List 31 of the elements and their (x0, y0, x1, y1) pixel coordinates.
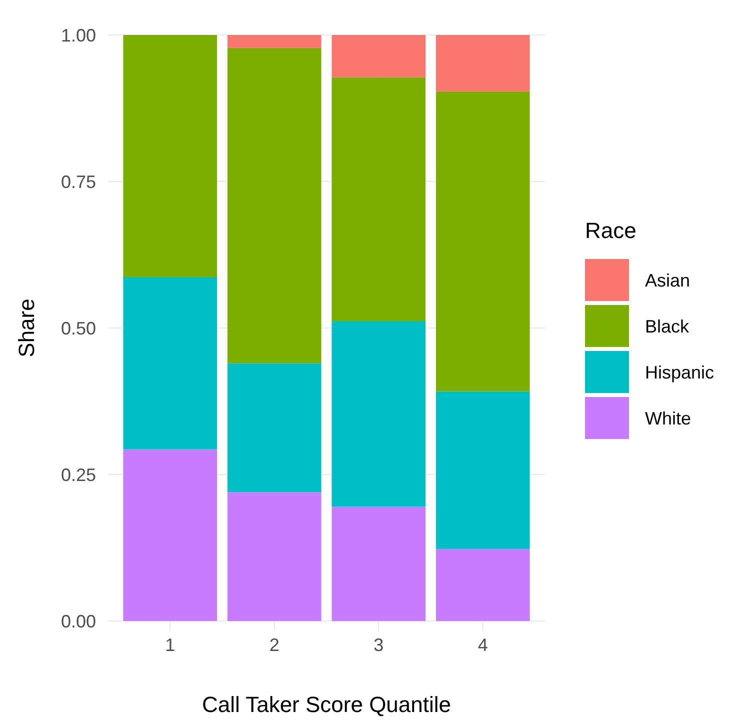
y-axis-title: Share (14, 298, 39, 358)
x-tick-label: 4 (478, 635, 488, 655)
y-tick-label: 0.50 (60, 318, 96, 338)
bar (227, 48, 322, 364)
bar (332, 320, 426, 507)
bar (332, 77, 426, 321)
bar (123, 35, 218, 278)
bar (332, 35, 426, 78)
x-tick-label: 3 (374, 635, 384, 655)
y-tick-label: 0.00 (60, 611, 96, 632)
y-tick-label: 1.00 (60, 25, 96, 46)
bar (227, 492, 322, 621)
bar (436, 391, 530, 549)
legend-label: Hispanic (645, 362, 714, 382)
bar (227, 35, 322, 48)
legend-label: Black (645, 316, 690, 336)
legend-label: Asian (645, 270, 690, 290)
x-tick-label: 1 (165, 635, 176, 655)
bar (332, 506, 426, 621)
bar (227, 363, 322, 492)
bar (436, 35, 530, 92)
legend-label: White (645, 408, 692, 428)
bar (436, 91, 530, 392)
y-tick-label: 0.75 (60, 172, 96, 192)
legend-title: Race (585, 218, 636, 243)
bar (123, 449, 218, 621)
bar (436, 548, 530, 621)
bar (123, 277, 218, 450)
x-axis-title: Call Taker Score Quantile (202, 692, 452, 717)
y-tick-label: 0.25 (60, 464, 96, 485)
x-tick-label: 2 (269, 635, 280, 655)
